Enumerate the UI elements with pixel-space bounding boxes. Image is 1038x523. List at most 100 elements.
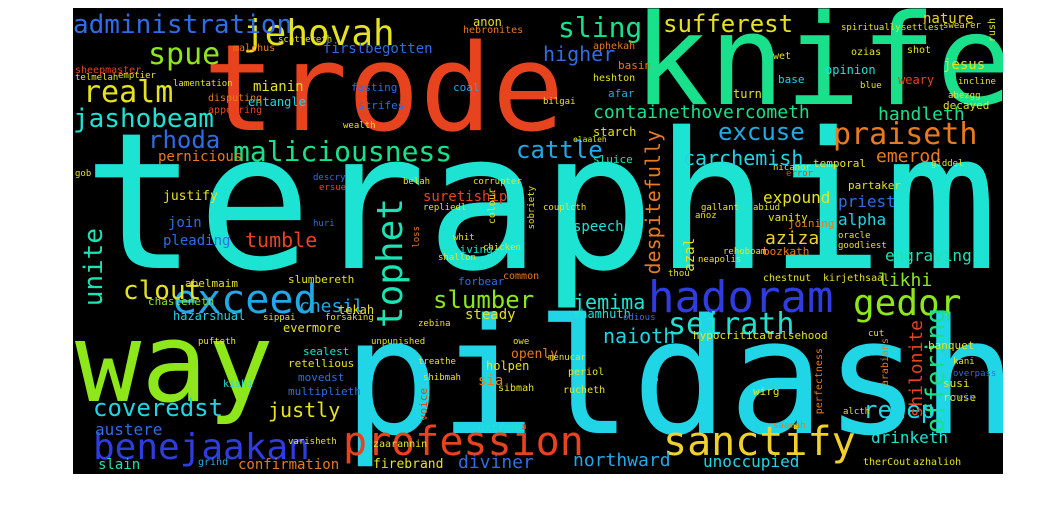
word: unite bbox=[79, 228, 109, 307]
word: justly bbox=[268, 398, 341, 422]
word: carchemish bbox=[683, 146, 804, 170]
word: higher bbox=[543, 42, 616, 66]
word: belah bbox=[403, 177, 431, 187]
word: elaaleh bbox=[573, 135, 607, 144]
word: rush bbox=[987, 18, 998, 43]
word: huri bbox=[313, 219, 335, 229]
word: partaker bbox=[848, 179, 901, 192]
word: joining bbox=[788, 217, 835, 230]
word: evermore bbox=[283, 321, 341, 335]
word: goodliest bbox=[838, 241, 887, 251]
word: steady bbox=[465, 307, 516, 323]
word: abezgg bbox=[948, 91, 981, 101]
word: pildash bbox=[343, 284, 1003, 471]
word: basin bbox=[618, 59, 652, 72]
word: slumbereth bbox=[288, 273, 355, 286]
word: sippai bbox=[263, 313, 296, 323]
word: whit bbox=[453, 233, 475, 243]
word: engraving bbox=[885, 246, 972, 265]
word: exceed bbox=[173, 277, 318, 323]
word: malchus bbox=[233, 43, 276, 54]
word: incline bbox=[958, 77, 996, 87]
word: tekah bbox=[338, 303, 375, 317]
word: mianin bbox=[253, 79, 304, 95]
word: kani bbox=[953, 357, 975, 367]
word: cattle bbox=[516, 136, 603, 164]
word: couplcth bbox=[543, 203, 587, 213]
word: azal bbox=[682, 238, 698, 272]
word: alcth bbox=[843, 407, 871, 417]
word: appearing bbox=[208, 105, 263, 116]
word: knife bbox=[633, 8, 1003, 134]
word: realm bbox=[83, 75, 174, 110]
word: shamhuth bbox=[573, 307, 631, 321]
word: holpen bbox=[486, 359, 530, 373]
word: repliedl bbox=[423, 203, 467, 213]
word: northward bbox=[573, 450, 671, 471]
word: strifes bbox=[358, 99, 405, 112]
word: saamah bbox=[773, 421, 806, 431]
word: firstbegotten bbox=[323, 41, 433, 57]
word: telmelah bbox=[75, 73, 119, 83]
word: settlest bbox=[901, 23, 945, 33]
word-cloud: teraphim pildash trode knife way profess… bbox=[73, 8, 1003, 474]
word: unoccupied bbox=[703, 452, 800, 471]
word: tumble bbox=[245, 228, 318, 252]
word: openly bbox=[511, 347, 558, 362]
word: forbear bbox=[458, 275, 505, 288]
word: scattereth bbox=[278, 35, 333, 45]
word: vanity bbox=[768, 211, 808, 224]
word: chesil bbox=[299, 296, 365, 317]
word: pleading bbox=[163, 233, 231, 249]
word: clout bbox=[123, 276, 202, 306]
word: arabians bbox=[880, 338, 891, 387]
word: jemima bbox=[573, 290, 646, 314]
word: rezeph bbox=[863, 396, 950, 424]
word: common bbox=[503, 271, 540, 282]
word: afar bbox=[608, 87, 635, 100]
word: thou bbox=[668, 269, 690, 279]
word: firebrand bbox=[373, 457, 444, 472]
word: jesus bbox=[943, 57, 986, 73]
word: error bbox=[786, 169, 814, 179]
word: corrupter bbox=[473, 177, 522, 187]
word: rhoda bbox=[148, 126, 221, 154]
word: base bbox=[778, 73, 805, 86]
word: seirath bbox=[668, 307, 795, 342]
word: emerod bbox=[876, 146, 942, 167]
word: shot bbox=[907, 45, 932, 56]
word: entangle bbox=[248, 95, 306, 109]
word: azhalioh bbox=[913, 457, 962, 468]
word: sufferest bbox=[663, 10, 794, 38]
word: priest bbox=[838, 192, 896, 211]
word: multiplieth bbox=[288, 385, 361, 398]
word: wealth bbox=[343, 121, 376, 131]
word: expound bbox=[763, 188, 831, 207]
word: sling bbox=[558, 11, 643, 44]
word: zaarannin bbox=[373, 439, 428, 450]
word: bilgai bbox=[543, 97, 576, 107]
word: jashobeam bbox=[73, 104, 214, 134]
word: zebina bbox=[418, 319, 451, 329]
word: ersue bbox=[319, 183, 347, 193]
word: hadoram bbox=[648, 272, 834, 323]
word: coveredst bbox=[93, 394, 224, 422]
word: shibmah bbox=[423, 373, 461, 383]
word: anon bbox=[473, 15, 502, 29]
word: forsaking bbox=[325, 313, 374, 323]
word: sluice bbox=[593, 153, 633, 166]
word: hazarshual bbox=[173, 309, 246, 323]
word: owe bbox=[513, 337, 530, 347]
word: abelmaim bbox=[185, 277, 238, 290]
word: extreme bbox=[478, 421, 525, 434]
word: bath bbox=[650, 358, 661, 383]
word: perfectness bbox=[814, 348, 825, 415]
word: sobriety bbox=[527, 186, 537, 230]
word: opinion bbox=[825, 63, 876, 77]
word: rein bbox=[953, 393, 975, 403]
word: chicken bbox=[483, 243, 521, 253]
word: heshton bbox=[593, 73, 636, 84]
word: spue bbox=[148, 37, 221, 72]
word: living bbox=[453, 243, 493, 256]
word: praiseth bbox=[833, 117, 978, 152]
